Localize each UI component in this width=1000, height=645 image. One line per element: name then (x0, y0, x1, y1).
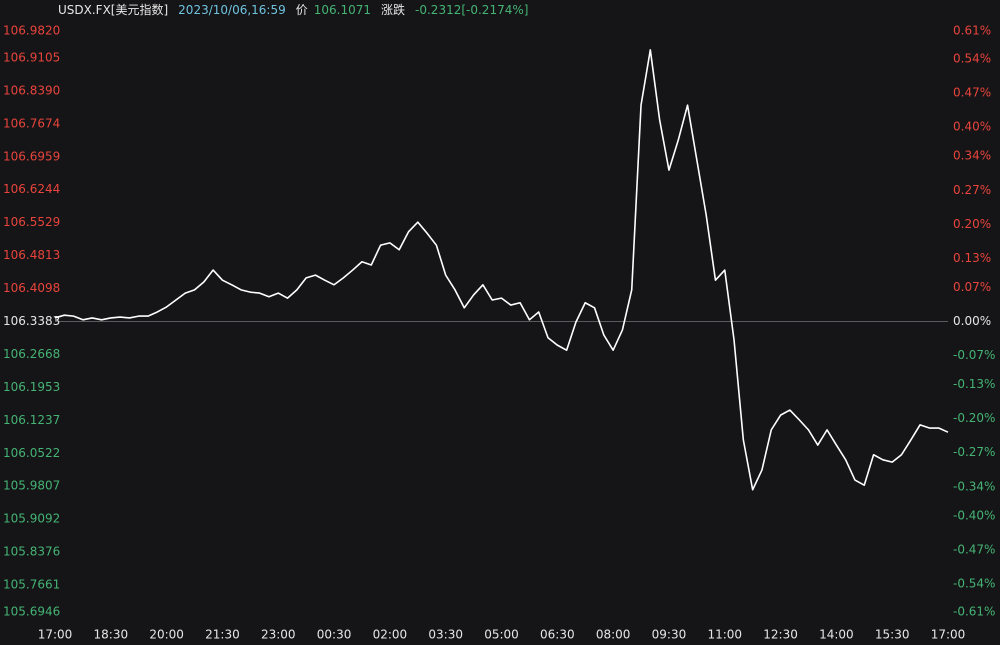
x-tick-label: 21:30 (205, 628, 240, 642)
x-tick-label: 02:00 (373, 628, 408, 642)
y-tick-label: 106.0522 (3, 446, 60, 460)
x-tick-label: 00:30 (317, 628, 352, 642)
y-tick-label: 106.4098 (3, 281, 60, 295)
x-tick-label: 23:00 (261, 628, 296, 642)
y-tick-label: 106.7674 (3, 116, 60, 130)
change-label: 涨跌 (381, 3, 406, 17)
y2-tick-label: -0.13% (953, 377, 995, 391)
y2-tick-label: -0.40% (953, 508, 995, 522)
y-tick-label: 105.8376 (3, 545, 60, 559)
y-tick-label: 105.7661 (3, 578, 60, 592)
y-tick-label: 106.2668 (3, 347, 60, 361)
x-tick-label: 03:30 (428, 628, 463, 642)
x-tick-label: 09:30 (652, 628, 687, 642)
price: 106.1071 (313, 3, 372, 17)
x-tick-label: 06:30 (540, 628, 575, 642)
x-tick-label: 17:00 (38, 628, 73, 642)
price-label: 价 (295, 3, 308, 17)
y2-tick-label: 0.40% (953, 120, 991, 134)
price-line (54, 49, 949, 491)
y-tick-label: 106.9820 (3, 24, 60, 38)
symbol: USDX.FX[美元指数] (58, 3, 169, 17)
y2-tick-label: -0.27% (953, 445, 995, 459)
y2-tick-label: -0.47% (953, 542, 995, 556)
y2-tick-label: 0.54% (953, 52, 991, 66)
x-tick-label: 08:00 (596, 628, 631, 642)
y-tick-label: 106.5529 (3, 215, 60, 229)
y2-tick-label: -0.07% (953, 348, 995, 362)
y-tick-label: 106.6244 (3, 182, 60, 196)
y-tick-label: 105.6946 (3, 605, 60, 619)
y2-tick-label: 0.61% (953, 24, 991, 38)
y2-tick-label: 0.20% (953, 217, 991, 231)
y2-tick-label: 0.34% (953, 149, 991, 163)
x-tick-label: 17:00 (931, 628, 966, 642)
y2-tick-label: 0.47% (953, 86, 991, 100)
y-tick-label: 106.6959 (3, 149, 60, 163)
y2-tick-label: -0.20% (953, 411, 995, 425)
y2-tick-label: 0.07% (953, 280, 991, 294)
y2-tick-label: 0.00% (953, 314, 991, 328)
y2-tick-label: -0.54% (953, 576, 995, 590)
y-tick-label: 106.4813 (3, 248, 60, 262)
quote-header: USDX.FX[美元指数] 2023/10/06,16:59 价 106.107… (58, 2, 528, 20)
y2-tick-label: 0.27% (953, 183, 991, 197)
y-tick-label: 105.9092 (3, 512, 60, 526)
y-tick-label: 105.9807 (3, 479, 60, 493)
x-tick-label: 18:30 (94, 628, 129, 642)
x-tick-label: 20:00 (149, 628, 184, 642)
y2-tick-label: -0.34% (953, 479, 995, 493)
change: -0.2312[-0.2174%] (415, 3, 529, 17)
y-tick-label: 106.9105 (3, 50, 60, 64)
y-tick-label: 106.1953 (3, 380, 60, 394)
x-tick-label: 14:00 (819, 628, 854, 642)
datetime: 2023/10/06,16:59 (178, 3, 286, 17)
y-tick-label: 106.1237 (3, 413, 60, 427)
x-tick-label: 15:30 (875, 628, 910, 642)
x-tick-label: 05:00 (484, 628, 519, 642)
y2-tick-label: -0.61% (953, 605, 995, 619)
y-tick-label: 106.3383 (3, 314, 60, 328)
y-tick-label: 106.8390 (3, 83, 60, 97)
y2-tick-label: 0.13% (953, 251, 991, 265)
x-tick-label: 12:30 (763, 628, 798, 642)
x-tick-label: 11:00 (707, 628, 742, 642)
